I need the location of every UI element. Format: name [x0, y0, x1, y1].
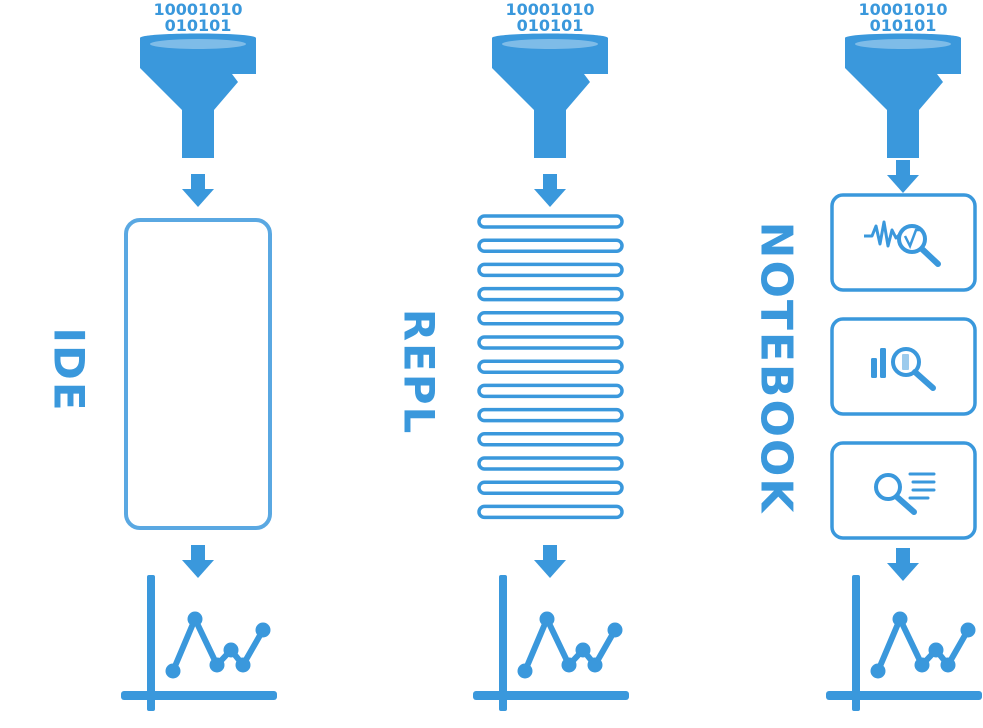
- down-arrow-icon: [887, 160, 919, 193]
- column-repl: 10001010 010101 0101: [473, 0, 629, 711]
- wave-magnifier-icon: [864, 220, 941, 267]
- ide-label: IDE: [44, 327, 94, 413]
- notebook-cell: [830, 441, 977, 540]
- repl-line: [477, 262, 624, 278]
- repl-label: REPL: [394, 308, 444, 436]
- binary-line: 10001010: [153, 0, 242, 19]
- down-arrow-icon: [182, 174, 214, 207]
- binary-line: 10001010: [858, 0, 947, 19]
- line-chart-icon: [826, 575, 982, 711]
- list-magnifier-icon: [874, 472, 936, 515]
- repl-line: [477, 238, 624, 253]
- repl-line: [477, 383, 624, 399]
- bars-magnifier-icon: [871, 347, 936, 391]
- repl-line: [477, 311, 624, 326]
- repl-line: [477, 504, 624, 520]
- repl-line: [477, 407, 624, 423]
- funnel-icon: [140, 33, 256, 158]
- funnel-icon: [492, 33, 608, 158]
- column-ide: 10001010 010101 0101: [121, 0, 277, 711]
- down-arrow-icon: [182, 545, 214, 578]
- repl-line: [477, 335, 624, 350]
- down-arrow-icon: [887, 548, 919, 581]
- notebook-label: NOTEBOOK: [750, 221, 802, 515]
- line-chart-icon: [473, 575, 629, 711]
- repl-line: [477, 480, 624, 495]
- repl-line: [477, 432, 624, 447]
- binary-line: 010101: [165, 16, 232, 35]
- funnel-icon: [845, 33, 961, 158]
- binary-line: 010101: [517, 16, 584, 35]
- notebook-cell: [830, 317, 977, 416]
- binary-line: 10001010: [505, 0, 594, 19]
- ide-editor-box: [124, 218, 272, 530]
- down-arrow-icon: [534, 545, 566, 578]
- notebook-cell: [830, 193, 977, 292]
- repl-output-lines: [477, 214, 624, 520]
- repl-line: [477, 214, 624, 229]
- repl-line: [477, 286, 624, 302]
- column-notebook: 10001010 010101 0101: [826, 0, 982, 711]
- repl-line: [477, 456, 624, 471]
- repl-line: [477, 359, 624, 374]
- line-chart-icon: [121, 575, 277, 711]
- down-arrow-icon: [534, 174, 566, 207]
- binary-line: 010101: [870, 16, 937, 35]
